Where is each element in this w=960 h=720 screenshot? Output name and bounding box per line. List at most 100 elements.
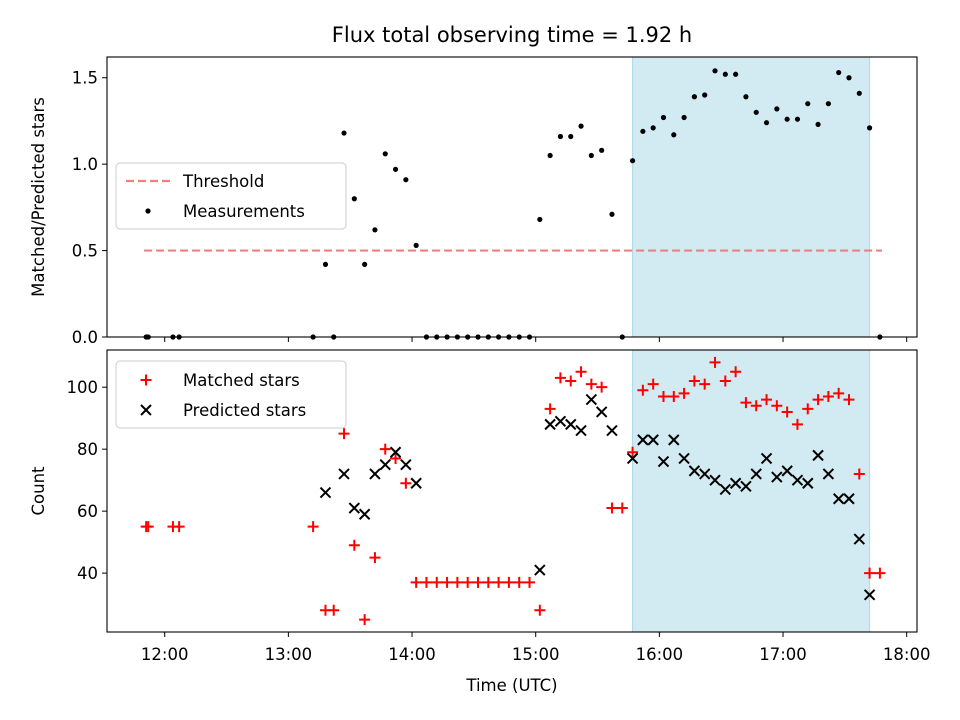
matched-star-marker [874, 567, 886, 579]
predicted-star-marker [319, 486, 332, 499]
legend-box [115, 360, 347, 429]
predicted-star-marker [338, 468, 350, 480]
matched-star-marker [400, 477, 412, 489]
predicted-star-marker [534, 564, 546, 576]
x-tick-label: 14:00 [388, 645, 436, 664]
matched-star-marker [472, 576, 484, 588]
matched-star-marker [338, 428, 350, 440]
predicted-star-marker [791, 474, 804, 486]
measurement-point [537, 216, 543, 223]
matched-star-marker [369, 552, 381, 564]
legend-predicted-label: Predicted stars [183, 401, 306, 420]
matched-star-marker [410, 576, 422, 588]
predicted-star-marker [812, 449, 824, 462]
y-tick-label: 60 [77, 502, 98, 521]
measurement-point [413, 242, 419, 248]
measurement-point [322, 261, 329, 268]
measurement-point [856, 90, 862, 96]
predicted-star-marker [554, 415, 567, 427]
matched-star-marker [688, 375, 700, 387]
predicted-star-marker [688, 465, 701, 477]
matched-star-marker [843, 394, 855, 406]
top-panel: 0.0 0.5 1.0 1.5 Matched/Predicted stars Thres… [29, 56, 918, 347]
matched-star-marker [359, 614, 371, 626]
axes-frame [106, 56, 918, 338]
measurement-point [341, 130, 347, 136]
matched-star-marker [802, 403, 814, 415]
matched-star-marker [678, 387, 690, 399]
measurement-point [712, 68, 718, 74]
chart-title: Flux total observing time = 1.92 h [332, 23, 692, 47]
measurement-point [557, 133, 564, 140]
matched-star-marker [864, 567, 876, 579]
matched-star-marker [173, 521, 185, 533]
matched-star-marker [791, 418, 803, 430]
shaded-region [632, 56, 871, 338]
predicted-star-marker [657, 455, 670, 468]
matched-star-marker [637, 384, 649, 396]
legend: Threshold Measurements [115, 162, 347, 230]
matched-star-marker [462, 576, 474, 588]
matched-star-marker [379, 443, 391, 455]
matched-star-marker [513, 576, 525, 588]
measurement-point [660, 114, 667, 121]
matched-star-marker [719, 375, 731, 387]
predicted-star-marker [575, 424, 587, 437]
predicted-star-marker [709, 474, 721, 486]
legend-matched-label: Matched stars [183, 371, 300, 390]
measurement-point [372, 227, 378, 233]
predicted-star-marker [832, 493, 845, 505]
matched-star-marker [781, 406, 793, 418]
matched-star-marker [616, 502, 628, 514]
matched-star-marker [482, 576, 494, 588]
matched-star-marker [699, 378, 711, 390]
x-tick-label: 15:00 [512, 645, 560, 664]
measurement-point [640, 128, 646, 134]
matched-star-marker [493, 576, 505, 588]
predicted-star-marker [781, 465, 793, 477]
matched-star-marker [647, 378, 659, 390]
predicted-star-marker [760, 452, 773, 465]
legend-predicted-swatch [140, 404, 152, 416]
matched-star-marker [668, 390, 680, 402]
measurement-point [794, 116, 801, 122]
y-tick-label: 40 [77, 564, 98, 583]
measurement-point [846, 75, 852, 81]
measurement-point [392, 166, 399, 172]
y-tick-label: 100 [67, 378, 99, 397]
measurement-point [722, 71, 728, 77]
measurement-point [774, 106, 780, 112]
predicted-star-marker [369, 468, 381, 480]
measurement-point [836, 69, 842, 76]
x-tick-label: 16:00 [636, 645, 684, 664]
matched-star-marker [420, 576, 432, 588]
measurement-point [547, 152, 553, 159]
matched-star-marker [596, 381, 608, 393]
x-tick-label: 17:00 [759, 645, 807, 664]
matched-star-marker [740, 397, 752, 409]
measurement-point [362, 261, 368, 268]
matched-star-marker [503, 576, 515, 588]
predicted-star-marker [668, 434, 680, 446]
y-tick-label: 80 [77, 440, 98, 459]
measurement-point [609, 211, 615, 217]
y-tick-label: 1.5 [72, 69, 98, 88]
matched-star-marker [524, 576, 536, 588]
legend-threshold-label: Threshold [182, 172, 264, 191]
predicted-star-marker [843, 493, 855, 505]
matched-star-marker [307, 521, 319, 533]
y-axis-label: Count [29, 466, 48, 516]
measurement-point [815, 121, 821, 128]
predicted-star-marker [802, 477, 814, 489]
measurement-point [702, 92, 708, 98]
matched-star-marker [585, 378, 597, 390]
legend-box [115, 162, 347, 230]
y-axis-label: Matched/Predicted stars [29, 97, 48, 297]
legend-measurement-label: Measurements [183, 202, 305, 221]
matched-star-marker [853, 468, 865, 480]
predicted-star-marker [626, 452, 639, 465]
y-tick-label: 0.5 [72, 242, 98, 261]
legend: Matched stars Predicted stars [115, 360, 347, 429]
x-tick-label: 18:00 [883, 645, 931, 664]
